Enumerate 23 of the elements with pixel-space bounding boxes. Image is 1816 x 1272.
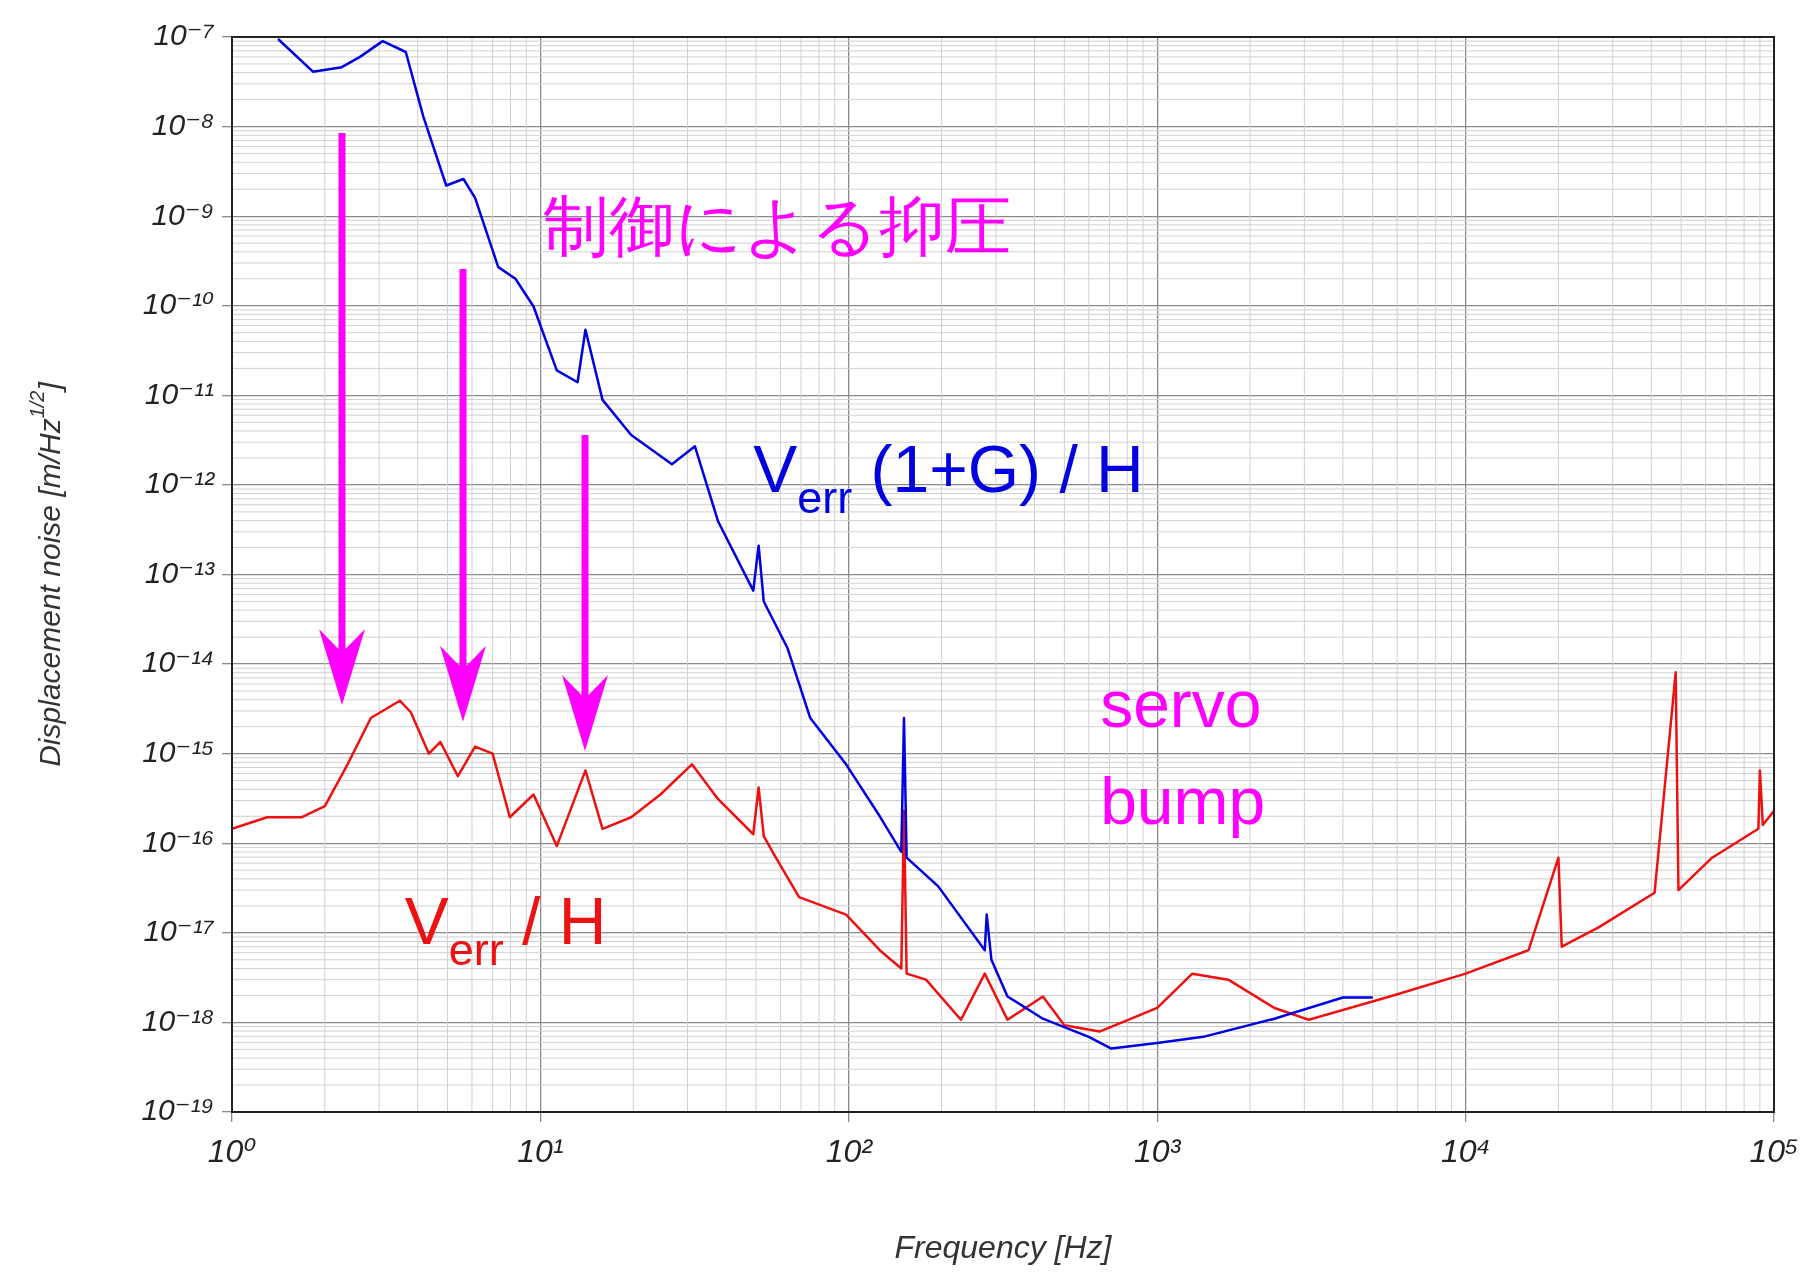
x-tick-label: 10³ <box>1134 1133 1182 1170</box>
y-tick-label: 10⁻¹⁰ <box>142 287 214 321</box>
y-tick-label: 10⁻¹² <box>144 466 216 500</box>
y-tick-label: 10⁻¹⁶ <box>142 824 214 858</box>
y-tick-label: 10⁻⁷ <box>153 18 215 52</box>
y-tick-label: 10⁻¹⁹ <box>141 1093 214 1127</box>
y-tick-label: 10⁻¹⁷ <box>143 914 215 948</box>
y-tick-label: 10⁻¹⁵ <box>142 735 214 769</box>
x-tick-label: 10⁰ <box>207 1133 257 1170</box>
annotation: 制御による抑圧 <box>543 188 1012 263</box>
x-tick-label: 10¹ <box>517 1133 564 1170</box>
y-tick-label: 10⁻¹⁸ <box>141 1003 214 1037</box>
x-tick-label: 10⁴ <box>1440 1133 1491 1170</box>
annotation: servo bump <box>1100 667 1266 839</box>
y-axis-title: Displacement noise [m/Hz1/2] <box>26 381 67 767</box>
y-tick-label: 10⁻¹⁴ <box>141 645 214 679</box>
x-axis-title: Frequency [Hz] <box>894 1228 1113 1265</box>
y-tick-label: 10⁻⁸ <box>151 107 214 141</box>
y-tick-label: 10⁻⁹ <box>151 197 214 231</box>
x-tick-label: 10⁵ <box>1749 1133 1799 1170</box>
x-tick-label: 10² <box>825 1133 874 1170</box>
y-tick-label: 10⁻¹¹ <box>144 376 215 410</box>
y-tick-label: 10⁻¹³ <box>144 555 216 589</box>
